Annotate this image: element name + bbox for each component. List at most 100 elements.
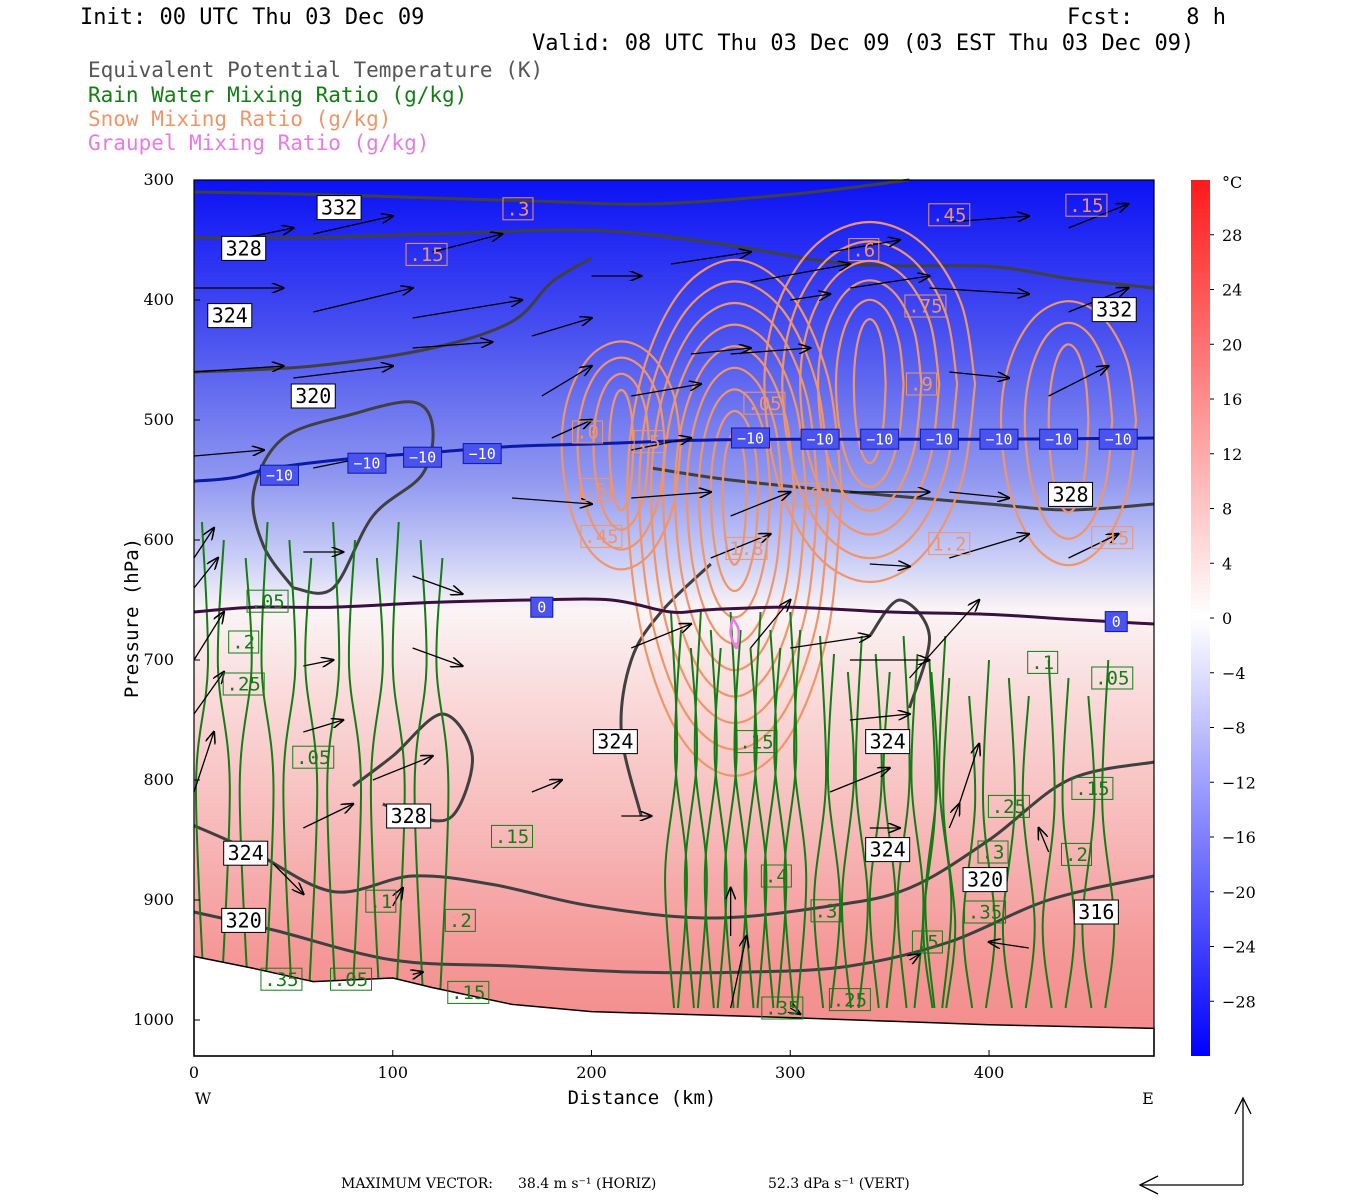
rain-label: .25	[222, 672, 265, 696]
init-time: Init: 00 UTC Thu 03 Dec 09	[80, 5, 425, 30]
temperature-label: −10	[259, 464, 299, 486]
rain-contour	[981, 659, 997, 1009]
rain-contour	[194, 521, 210, 1009]
svg-text:−10: −10	[353, 454, 380, 472]
wind-vector	[849, 714, 910, 721]
colorbar-ticks: 28 24 20 16 12 8 4 0 −4 −8 −12 −16 −20 −24 −28	[1210, 226, 1256, 1011]
colorbar-label: −28	[1222, 992, 1256, 1011]
wind-vector	[949, 216, 1029, 223]
wind-vector	[631, 492, 711, 499]
colorbar-label: −8	[1222, 719, 1246, 738]
svg-text:.9: .9	[910, 374, 933, 396]
snow-label: .5	[633, 430, 665, 453]
colorbar-unit: °C	[1222, 173, 1242, 192]
wind-vector	[193, 672, 224, 715]
theta-e-label: 324	[223, 840, 269, 866]
rain-contour	[942, 677, 957, 1009]
svg-text:.15: .15	[495, 826, 529, 848]
snow-label: .05	[743, 391, 786, 415]
svg-text:.3: .3	[507, 198, 530, 220]
svg-text:.3: .3	[982, 842, 1005, 864]
x-tick-label: 300	[775, 1063, 806, 1082]
wind-vector	[412, 647, 463, 666]
temperature-label: −10	[347, 452, 387, 474]
wind-vector	[412, 300, 522, 319]
wind-vector	[313, 216, 393, 235]
y-tick-label: 700	[143, 650, 174, 669]
theta-e-contour	[193, 256, 593, 374]
wind-vector	[730, 348, 811, 355]
x-tick-label: 0	[189, 1063, 199, 1082]
svg-text:.2: .2	[449, 910, 472, 932]
svg-text:332: 332	[321, 196, 357, 220]
rain-contour	[1021, 695, 1036, 1009]
svg-text:.15: .15	[409, 244, 443, 266]
wind-vector	[193, 732, 214, 793]
svg-text:324: 324	[870, 838, 906, 862]
theta-e-contour	[193, 178, 910, 206]
svg-text:1.2: 1.2	[932, 533, 966, 555]
theta-e-contour	[619, 562, 712, 817]
wind-vector	[372, 756, 433, 781]
wind-vector	[948, 804, 959, 829]
svg-text:328: 328	[1052, 482, 1088, 506]
temperature-label: 0	[1104, 611, 1128, 633]
snow-contour	[816, 279, 923, 512]
wind-vector	[829, 240, 900, 253]
svg-text:.5: .5	[638, 431, 661, 453]
rain-contour	[1001, 677, 1017, 1009]
temperature-label: −10	[1098, 428, 1138, 450]
svg-text:.45: .45	[932, 204, 966, 226]
theta-e-label: 324	[592, 729, 638, 755]
x-tick-label: 200	[576, 1063, 607, 1082]
svg-text:−10: −10	[866, 430, 893, 448]
svg-text:324: 324	[597, 730, 633, 754]
wind-vector	[631, 624, 691, 649]
snow-label: .15	[1065, 193, 1108, 217]
y-tick-label: 1000	[133, 1010, 174, 1029]
theta-e-label: 332	[1091, 297, 1137, 323]
field-legend-graupel: Graupel Mixing Ratio (g/kg)	[88, 131, 430, 155]
snow-label: .9	[905, 372, 937, 396]
svg-text:.75: .75	[908, 296, 942, 318]
wind-vector	[949, 371, 1009, 378]
rain-label: .15	[491, 824, 534, 848]
svg-text:−10: −10	[1045, 430, 1072, 448]
rain-contour	[763, 629, 778, 1009]
svg-text:.2: .2	[232, 632, 255, 654]
rain-contour	[813, 635, 828, 1009]
snow-contour	[1023, 321, 1114, 540]
svg-text:320: 320	[226, 908, 262, 932]
temperature-label: 0	[530, 596, 554, 618]
x-end-west: W	[195, 1089, 212, 1108]
wind-vector	[193, 558, 218, 589]
svg-text:.05: .05	[747, 393, 781, 415]
snow-label: .9	[794, 482, 826, 506]
max-vector-vert: 52.3 dPa s⁻¹ (VERT)	[768, 1176, 910, 1192]
svg-text:.15: .15	[739, 731, 773, 753]
svg-text:−10: −10	[1105, 430, 1132, 448]
colorbar-label: 12	[1222, 445, 1242, 464]
reference-vector-icon	[1138, 1096, 1252, 1195]
svg-text:320: 320	[295, 384, 331, 408]
rain-label: .35	[761, 996, 804, 1020]
wind-vector	[303, 804, 353, 829]
svg-text:.45: .45	[584, 526, 618, 548]
svg-text:.15: .15	[1069, 195, 1103, 217]
svg-text:.05: .05	[334, 969, 368, 991]
theta-e-label: 324	[865, 837, 911, 863]
rain-label: .1	[1027, 650, 1059, 674]
max-vector-horiz: 38.4 m s⁻¹ (HORIZ)	[518, 1176, 657, 1192]
wind-vector	[790, 1008, 800, 1014]
wind-vector	[531, 318, 592, 337]
wind-vector	[989, 942, 1029, 948]
contour-labels: 332 328 324 320 328 332 324 324 328 324 324 320 320 3…	[207, 193, 1138, 1020]
wind-vector	[313, 288, 412, 313]
wind-vector	[193, 366, 283, 373]
y-tick-label: 500	[143, 410, 174, 429]
colorbar-label: −16	[1222, 828, 1256, 847]
wind-vector	[273, 863, 304, 894]
wind-vector	[432, 234, 503, 253]
rain-label: .35	[260, 967, 303, 991]
snow-label: .45	[580, 524, 623, 548]
